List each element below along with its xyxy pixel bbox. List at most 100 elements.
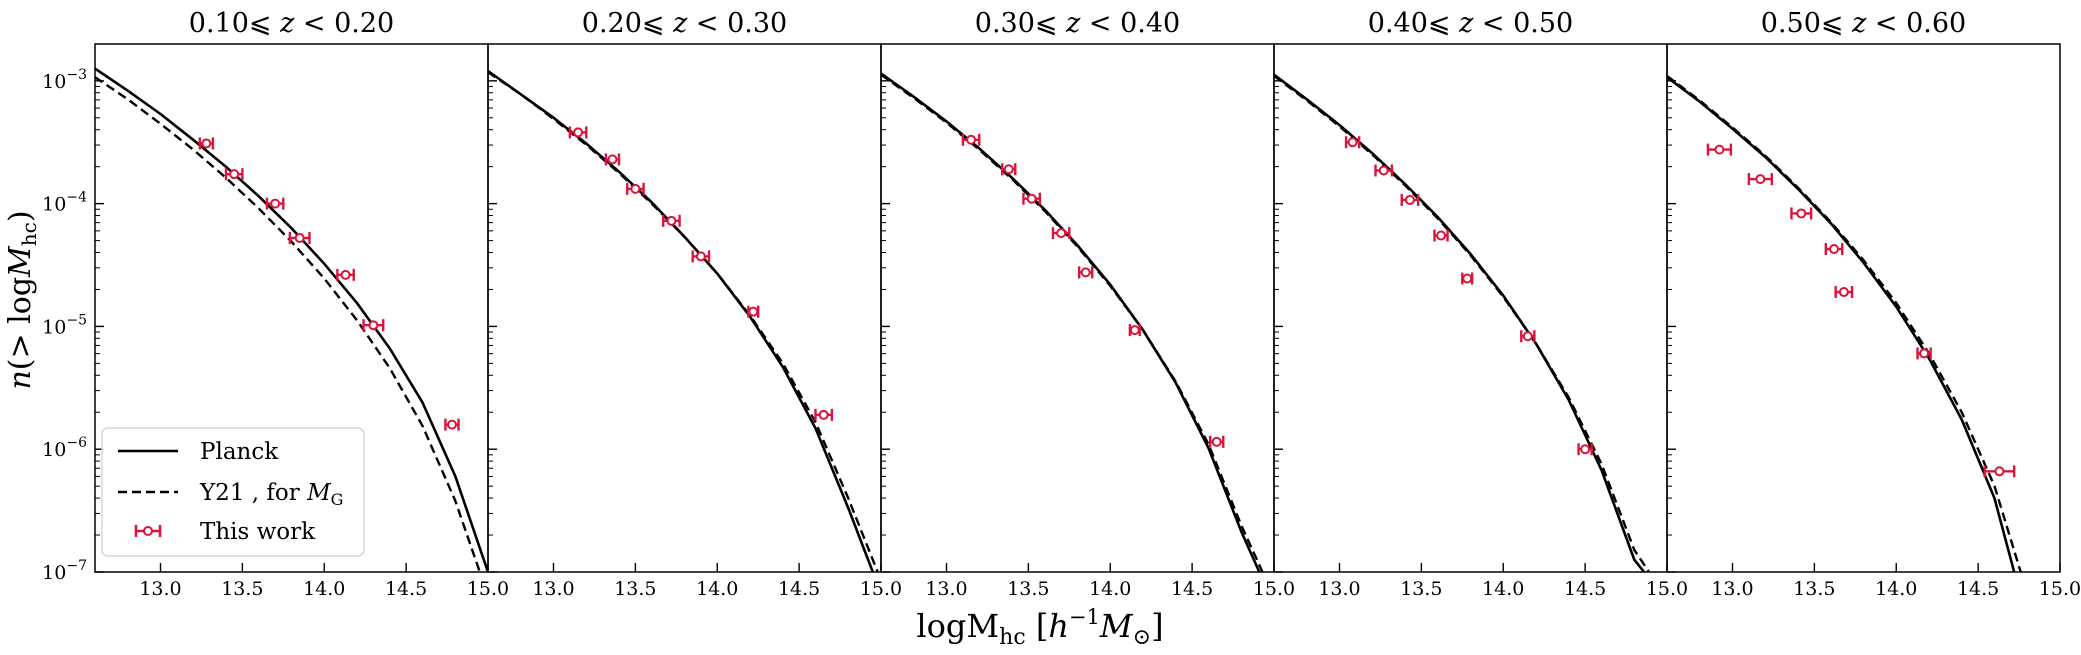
marker-2-2 — [630, 183, 641, 194]
data-point-3-4 — [1077, 266, 1094, 279]
x-tick-label-1-3: 14.5 — [385, 578, 427, 600]
panel-title-lo-1: 0.10⩽ — [189, 8, 280, 39]
x-tick-label-5-4: 15.0 — [2039, 578, 2081, 600]
panel-4: 0.40⩽ z < 0.50 13.0 13.5 14.0 14.5 15.0 — [1273, 8, 1688, 600]
data-point-4-1 — [1374, 164, 1394, 177]
marker-3-2 — [1026, 193, 1037, 204]
data-point-1-4 — [336, 268, 355, 281]
panel-2: 0.20⩽ z < 0.30 13.0 13.5 14.0 14.5 15.0 — [487, 8, 902, 600]
data-point-2-6 — [814, 408, 834, 421]
panel-title-4: 0.40⩽ z < 0.50 — [1368, 8, 1573, 39]
panel-title-lo-5: 0.50⩽ — [1761, 8, 1852, 39]
data-point-3-6 — [1208, 435, 1225, 448]
legend-label-this-work: This work — [200, 519, 316, 545]
marker-4-5 — [1522, 331, 1533, 342]
legend-errorbar-marker — [143, 526, 153, 536]
data-point-3-3 — [1051, 227, 1071, 240]
y-axis-label: n(> logMhc) — [3, 210, 41, 389]
y21-curve-4 — [1274, 74, 1650, 572]
y21-curve-5 — [1667, 74, 2022, 572]
data-point-4-4 — [1461, 272, 1474, 285]
x-tick-label-4-2: 14.0 — [1482, 578, 1524, 600]
data-point-1-3 — [288, 232, 311, 245]
data-point-4-2 — [1400, 193, 1420, 206]
y21-curve-1 — [95, 76, 481, 572]
data-point-5-0 — [1706, 143, 1733, 156]
panel-frame-2 — [487, 43, 882, 573]
data-point-1-0 — [198, 137, 215, 150]
marker-4-0 — [1347, 137, 1358, 148]
x-tick-label-5-2: 14.0 — [1875, 578, 1917, 600]
marker-4-1 — [1378, 165, 1389, 176]
data-point-3-0 — [961, 133, 981, 146]
marker-2-6 — [818, 409, 829, 420]
legend: Planck Y21 , for MG This work — [101, 427, 365, 557]
data-point-4-3 — [1433, 229, 1449, 242]
x-tick-label-4-1: 13.5 — [1400, 578, 1442, 600]
data-point-5-6 — [1983, 465, 2016, 478]
data-point-2-0 — [568, 126, 588, 139]
x-tick-label-2-2: 14.0 — [696, 578, 738, 600]
marker-1-6 — [446, 419, 457, 430]
data-point-2-4 — [691, 250, 711, 263]
marker-2-3 — [666, 215, 677, 226]
marker-5-0 — [1714, 144, 1725, 155]
marker-1-0 — [201, 138, 212, 149]
panel-title-3: 0.30⩽ z < 0.40 — [975, 8, 1180, 39]
x-tick-label-2-0: 13.0 — [532, 578, 574, 600]
x-tick-label-3-4: 15.0 — [1253, 578, 1295, 600]
marker-3-3 — [1056, 228, 1067, 239]
marker-4-6 — [1580, 444, 1591, 455]
marker-2-4 — [695, 251, 706, 262]
y-tick-label-3: 10−4 — [42, 190, 87, 216]
data-point-1-5 — [362, 319, 385, 332]
y21-curve-2 — [488, 71, 879, 572]
marker-1-4 — [340, 269, 351, 280]
marker-2-5 — [748, 306, 759, 317]
data-point-5-3 — [1824, 243, 1844, 256]
x-tick-label-3-0: 13.0 — [925, 578, 967, 600]
panel-frame-3 — [880, 43, 1275, 573]
marker-5-6 — [1994, 466, 2005, 477]
x-tick-label-5-0: 13.0 — [1711, 578, 1753, 600]
marker-1-2 — [270, 198, 281, 209]
planck-curve-4 — [1274, 73, 1646, 572]
planck-curve-2 — [488, 69, 875, 572]
y-tick-label-base-4: 10 — [42, 71, 66, 93]
marker-3-5 — [1129, 325, 1140, 336]
y-tick-label-exp-0: −7 — [66, 558, 87, 574]
data-point-5-4 — [1834, 286, 1854, 299]
panel-title-z-5: z — [1851, 8, 1867, 39]
y-tick-label-base-1: 10 — [42, 439, 66, 461]
x-tick-label-1-2: 14.0 — [303, 578, 345, 600]
x-tick-label-1-1: 13.5 — [221, 578, 263, 600]
marker-4-3 — [1436, 230, 1447, 241]
data-point-2-2 — [625, 182, 645, 195]
panel-title-z-3: z — [1065, 8, 1081, 39]
x-tick-label-1-0: 13.0 — [139, 578, 181, 600]
x-tick-label-4-0: 13.0 — [1318, 578, 1360, 600]
panel-title-hi-5: < 0.60 — [1866, 8, 1966, 39]
marker-3-6 — [1211, 436, 1222, 447]
legend-errorbar-swatch — [134, 525, 162, 537]
y-tick-label-0: 10−7 — [42, 558, 87, 584]
marker-3-4 — [1080, 267, 1091, 278]
x-tick-label-3-3: 14.5 — [1171, 578, 1213, 600]
x-tick-label-2-4: 15.0 — [860, 578, 902, 600]
x-tick-label-4-4: 15.0 — [1646, 578, 1688, 600]
marker-5-3 — [1829, 244, 1840, 255]
x-axis-label: logMhc [h−1M⊙] — [916, 605, 1163, 650]
data-point-4-6 — [1577, 443, 1593, 456]
legend-label-planck: Planck — [200, 439, 279, 465]
x-tick-label-1-4: 15.0 — [467, 578, 509, 600]
marker-3-1 — [1003, 164, 1014, 175]
y-tick-label-base-2: 10 — [42, 316, 66, 338]
x-tick-label-4-3: 14.5 — [1564, 578, 1606, 600]
data-point-1-6 — [444, 418, 460, 431]
panel-title-lo-3: 0.30⩽ — [975, 8, 1066, 39]
data-point-2-1 — [604, 153, 621, 166]
y-tick-label-exp-1: −6 — [66, 435, 87, 451]
legend-label-y21: Y21 , for MG — [199, 480, 343, 509]
marker-2-1 — [607, 154, 618, 165]
